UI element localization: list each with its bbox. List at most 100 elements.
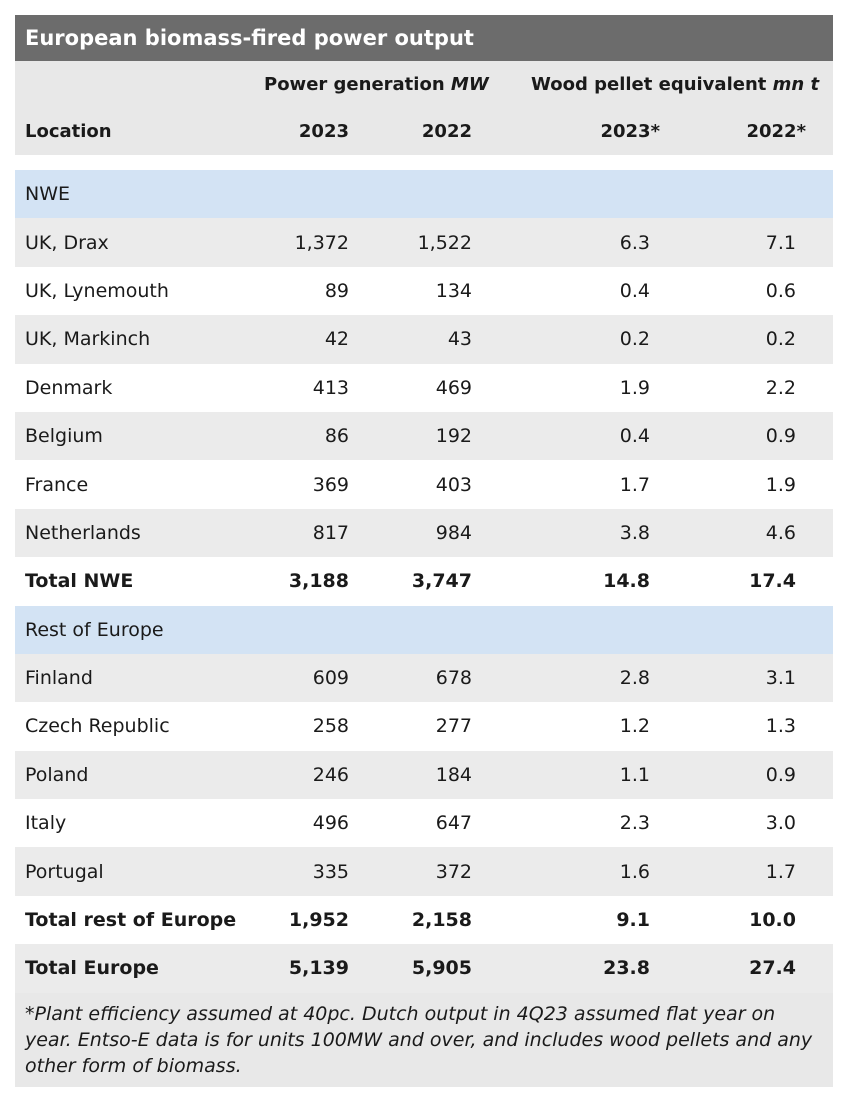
- table-body: NWE UK, Drax 1,372 1,522 6.3 7.1 UK, Lynemouth…: [15, 170, 833, 993]
- cell-power-2023: 42: [324, 328, 349, 351]
- cell-power-2022: 984: [435, 521, 472, 544]
- table-row: UK, Markinch 42 43 0.2 0.2: [15, 315, 833, 364]
- cell-pellet-2022: 17.4: [749, 570, 796, 593]
- header-year-pellet-2022: 2022*: [746, 121, 806, 142]
- cell-power-2022: 277: [435, 715, 472, 738]
- cell-power-2023: 1,952: [288, 909, 349, 932]
- cell-pellet-2023: 14.8: [603, 570, 650, 593]
- cell-pellet-2023: 9.1: [616, 909, 650, 932]
- cell-power-2023: 5,139: [288, 957, 349, 980]
- total-row: Total rest of Europe 1,952 2,158 9.1 10.0: [15, 895, 833, 945]
- header-year-power-2022: 2022: [421, 121, 472, 142]
- cell-power-2023: 258: [312, 715, 349, 738]
- cell-pellet-2022: 0.6: [765, 279, 796, 302]
- row-label: Netherlands: [25, 521, 141, 544]
- cell-pellet-2022: 2.2: [765, 376, 796, 399]
- table-row: UK, Lynemouth 89 134 0.4 0.6: [15, 266, 833, 316]
- cell-pellet-2023: 1.6: [619, 860, 650, 883]
- cell-power-2022: 647: [435, 812, 472, 835]
- table-row: Portugal 335 372 1.6 1.7: [15, 847, 833, 896]
- header-location: Location: [25, 121, 112, 142]
- header-spacer: [15, 155, 833, 170]
- section-row: NWE: [15, 170, 833, 219]
- cell-pellet-2023: 1.2: [619, 715, 650, 738]
- total-row: Total Europe 5,139 5,905 23.8 27.4: [15, 944, 833, 993]
- section-label: NWE: [25, 183, 71, 206]
- section-label: Rest of Europe: [25, 618, 164, 641]
- row-label: UK, Markinch: [25, 328, 151, 351]
- cell-power-2023: 335: [312, 860, 349, 883]
- cell-power-2022: 372: [435, 860, 472, 883]
- cell-power-2023: 369: [312, 473, 349, 496]
- cell-pellet-2023: 2.3: [619, 812, 650, 835]
- total-row: Total NWE 3,188 3,747 14.8 17.4: [15, 557, 833, 606]
- cell-power-2022: 469: [435, 376, 472, 399]
- table-row: Denmark 413 469 1.9 2.2: [15, 363, 833, 412]
- row-label: Finland: [25, 667, 93, 690]
- header-power-generation: Power generation MW: [264, 74, 489, 95]
- cell-pellet-2022: 1.9: [765, 473, 796, 496]
- cell-power-2022: 134: [435, 279, 472, 302]
- cell-pellet-2023: 1.1: [619, 763, 650, 786]
- table-title: European biomass-fired power output: [15, 15, 833, 61]
- table-row: Belgium 86 192 0.4 0.9: [15, 411, 833, 461]
- cell-pellet-2023: 1.7: [619, 473, 650, 496]
- table-row: Poland 246 184 1.1 0.9: [15, 750, 833, 800]
- table-row: France 369 403 1.7 1.9: [15, 460, 833, 509]
- row-label: Poland: [25, 763, 89, 786]
- cell-power-2022: 678: [435, 667, 472, 690]
- cell-pellet-2022: 0.9: [765, 425, 796, 448]
- table-header: Power generation MW Wood pellet equivale…: [15, 61, 833, 155]
- cell-power-2022: 403: [435, 473, 472, 496]
- row-label: Total rest of Europe: [25, 909, 237, 932]
- row-label: Portugal: [25, 860, 104, 883]
- cell-pellet-2023: 2.8: [619, 667, 650, 690]
- cell-power-2022: 1,522: [417, 231, 472, 254]
- header-pellet-unit: mn t: [772, 74, 820, 95]
- cell-pellet-2022: 4.6: [765, 521, 796, 544]
- row-label: UK, Drax: [25, 231, 109, 254]
- table-row: Netherlands 817 984 3.8 4.6: [15, 508, 833, 558]
- row-label: UK, Lynemouth: [25, 279, 169, 302]
- table-row: Finland 609 678 2.8 3.1: [15, 653, 833, 703]
- row-label: France: [25, 473, 89, 496]
- cell-power-2023: 817: [312, 521, 349, 544]
- cell-pellet-2022: 7.1: [765, 231, 796, 254]
- table-row: Czech Republic 258 277 1.2 1.3: [15, 702, 833, 751]
- cell-power-2022: 3,747: [411, 570, 472, 593]
- header-power-label: Power generation: [264, 74, 451, 95]
- header-pellet-label: Wood pellet equivalent: [531, 74, 773, 95]
- cell-pellet-2022: 27.4: [749, 957, 796, 980]
- cell-pellet-2022: 1.7: [765, 860, 796, 883]
- cell-power-2023: 413: [312, 376, 349, 399]
- header-wood-pellet: Wood pellet equivalent mn t: [531, 74, 819, 95]
- cell-pellet-2022: 3.0: [765, 812, 796, 835]
- cell-pellet-2023: 0.4: [619, 279, 650, 302]
- table-row: UK, Drax 1,372 1,522 6.3 7.1: [15, 218, 833, 267]
- cell-pellet-2023: 23.8: [603, 957, 650, 980]
- row-label: Czech Republic: [25, 715, 170, 738]
- row-label: Total Europe: [25, 957, 159, 980]
- cell-power-2022: 184: [435, 763, 472, 786]
- cell-pellet-2023: 3.8: [619, 521, 650, 544]
- table-row: Italy 496 647 2.3 3.0: [15, 799, 833, 848]
- row-label: Italy: [25, 812, 67, 835]
- cell-pellet-2022: 3.1: [765, 667, 796, 690]
- row-label: Total NWE: [25, 570, 134, 593]
- cell-power-2022: 2,158: [411, 909, 472, 932]
- header-year-power-2023: 2023: [298, 121, 349, 142]
- cell-pellet-2022: 10.0: [749, 909, 796, 932]
- cell-power-2023: 496: [312, 812, 349, 835]
- cell-power-2023: 246: [312, 763, 349, 786]
- cell-power-2023: 89: [324, 279, 349, 302]
- cell-power-2023: 1,372: [294, 231, 349, 254]
- cell-pellet-2022: 0.2: [765, 328, 796, 351]
- cell-pellet-2023: 1.9: [619, 376, 650, 399]
- header-year-pellet-2023: 2023*: [600, 121, 660, 142]
- biomass-output-table: European biomass-fired power output Powe…: [15, 15, 833, 1087]
- header-power-unit: MW: [450, 74, 489, 95]
- row-label: Denmark: [25, 376, 113, 399]
- footnote: *Plant efficiency assumed at 40pc. Dutch…: [15, 992, 833, 1087]
- cell-power-2023: 609: [312, 667, 349, 690]
- cell-pellet-2023: 0.2: [619, 328, 650, 351]
